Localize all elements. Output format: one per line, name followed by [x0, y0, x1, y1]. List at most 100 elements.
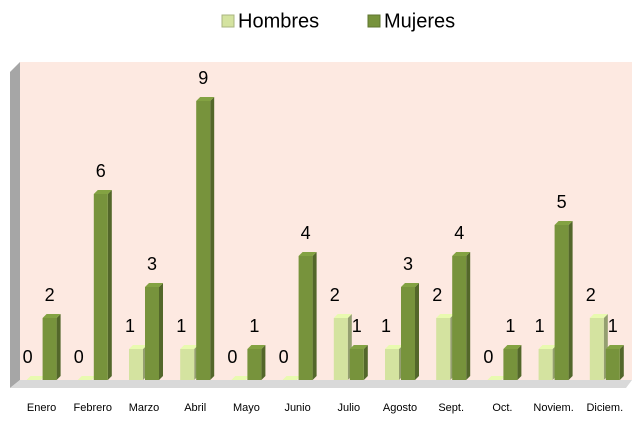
- data-label: 2: [432, 285, 442, 305]
- bar-top: [452, 252, 471, 256]
- plot-floor: [10, 380, 632, 388]
- legend-swatch: [367, 14, 381, 28]
- bar-top: [487, 376, 506, 380]
- bar-top: [401, 283, 419, 287]
- bar: [247, 345, 266, 380]
- bar-top: [196, 97, 215, 101]
- bar-top: [77, 376, 96, 380]
- legend-label: Mujeres: [384, 10, 455, 32]
- bar-top: [282, 376, 301, 380]
- data-label: 2: [45, 285, 55, 305]
- data-label: 6: [96, 161, 106, 181]
- bar-front: [247, 349, 262, 380]
- bar-top: [42, 314, 61, 318]
- bar: [436, 314, 455, 380]
- bar: [452, 252, 471, 380]
- data-label: 1: [608, 316, 618, 336]
- bar-front: [298, 256, 313, 380]
- data-label: 1: [381, 316, 391, 336]
- bar-front: [129, 349, 143, 380]
- bar: [385, 345, 403, 380]
- bar-side: [56, 314, 61, 380]
- bar-side: [415, 283, 419, 380]
- bar-front: [349, 349, 364, 380]
- bar-front: [401, 287, 415, 380]
- bar-front: [180, 349, 195, 380]
- bar: [554, 221, 573, 380]
- data-label: 9: [198, 68, 208, 88]
- bar-front: [554, 225, 569, 380]
- bar: [282, 376, 301, 380]
- bar-side: [261, 345, 266, 380]
- bar-front: [538, 349, 553, 380]
- bar-side: [107, 190, 112, 380]
- bar-front: [145, 287, 159, 380]
- bar-top: [333, 314, 352, 318]
- bar: [129, 345, 147, 380]
- bar: [196, 97, 215, 380]
- bar-front: [436, 318, 451, 380]
- bar-top: [93, 190, 112, 194]
- bar-top: [385, 345, 403, 349]
- bar-front: [503, 349, 518, 380]
- legend-label: Hombres: [238, 10, 319, 32]
- data-label: 1: [535, 316, 545, 336]
- data-label: 4: [454, 223, 464, 243]
- bar-top: [538, 345, 557, 349]
- bar-top: [554, 221, 573, 225]
- legend-swatch: [221, 14, 235, 28]
- bar-front: [452, 256, 467, 380]
- bar-top: [129, 345, 147, 349]
- x-tick-label: Mayo: [233, 402, 260, 414]
- bar-side: [312, 252, 317, 380]
- bar-top: [298, 252, 317, 256]
- bar: [231, 376, 250, 380]
- bar-front: [333, 318, 348, 380]
- bar-top: [589, 314, 608, 318]
- bar-front: [605, 349, 620, 380]
- bar-side: [210, 97, 215, 380]
- bar-top: [247, 345, 266, 349]
- x-tick-label: Febrero: [74, 402, 113, 414]
- bar-front: [385, 349, 399, 380]
- bar-top: [605, 345, 624, 349]
- data-label: 0: [74, 347, 84, 367]
- bar: [93, 190, 112, 380]
- bar-front: [42, 318, 57, 380]
- bar: [589, 314, 608, 380]
- x-tick-label: Agosto: [383, 402, 417, 414]
- bar: [503, 345, 522, 380]
- bar-side: [568, 221, 573, 380]
- bar-top: [145, 283, 163, 287]
- bar-top: [436, 314, 455, 318]
- bar-side: [466, 252, 471, 380]
- x-tick-label: Abril: [184, 402, 206, 414]
- data-label: 1: [352, 316, 362, 336]
- data-label: 2: [586, 285, 596, 305]
- bar-side: [159, 283, 163, 380]
- data-label: 0: [483, 347, 493, 367]
- data-label: 1: [176, 316, 186, 336]
- bar: [605, 345, 624, 380]
- x-tick-label: Marzo: [129, 402, 160, 414]
- x-tick-label: Julio: [337, 402, 360, 414]
- bar: [42, 314, 61, 380]
- bar: [401, 283, 419, 380]
- bar-top: [349, 345, 368, 349]
- data-label: 0: [23, 347, 33, 367]
- bar: [180, 345, 199, 380]
- bar-top: [231, 376, 250, 380]
- data-label: 1: [505, 316, 515, 336]
- bar: [145, 283, 163, 380]
- x-tick-label: Junio: [284, 402, 310, 414]
- bar-side: [363, 345, 368, 380]
- bar: [349, 345, 368, 380]
- bar-front: [589, 318, 604, 380]
- plot-back-wall: [20, 62, 632, 380]
- bar: [538, 345, 557, 380]
- bar: [77, 376, 96, 380]
- data-label: 1: [125, 316, 135, 336]
- bar: [26, 376, 45, 380]
- x-tick-label: Noviem.: [533, 402, 573, 414]
